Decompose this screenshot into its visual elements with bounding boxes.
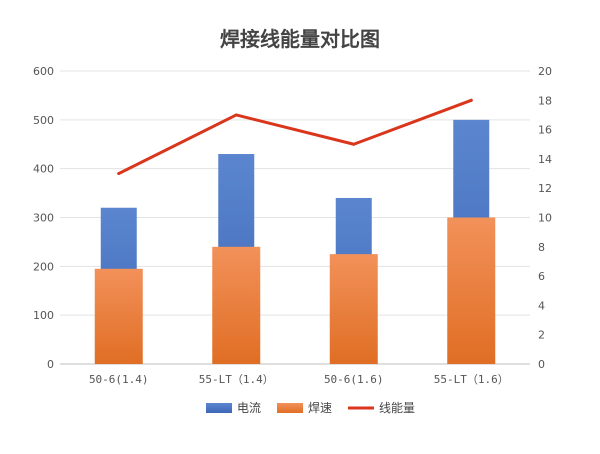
bar-weld-speed: [329, 254, 378, 364]
right-tick-label: 4: [538, 299, 545, 312]
category-label: 50-6(1.4): [89, 373, 149, 386]
category-label: 55-LT（1.6）: [434, 373, 509, 386]
legend-label: 线能量: [379, 401, 415, 415]
right-tick-label: 0: [538, 358, 545, 371]
bar-weld-speed: [447, 217, 496, 364]
right-tick-label: 20: [538, 65, 552, 78]
right-y-axis: 0 2 4 6 8 10 12 14 16 18 20: [538, 65, 552, 371]
x-axis-categories: 50-6(1.4) 55-LT（1.4） 50-6(1.6) 55-LT（1.6）: [89, 373, 509, 386]
bar-weld-speed: [212, 246, 261, 364]
category-label: 55-LT（1.4）: [199, 373, 274, 386]
left-tick-label: 300: [33, 212, 54, 225]
right-tick-label: 8: [538, 241, 545, 254]
right-tick-label: 10: [538, 212, 552, 225]
legend-label: 焊速: [308, 400, 332, 415]
right-tick-label: 2: [538, 329, 545, 342]
right-tick-label: 12: [538, 182, 552, 195]
bars: [94, 119, 496, 364]
left-tick-label: 500: [33, 114, 54, 127]
right-tick-label: 6: [538, 270, 545, 283]
line-point: [234, 113, 238, 117]
legend-swatch: [206, 403, 232, 413]
left-tick-label: 200: [33, 260, 54, 273]
line-heat-input: [117, 98, 473, 176]
left-tick-label: 100: [33, 309, 54, 322]
legend-label: 电流: [237, 401, 261, 415]
legend: 电流 焊速 线能量: [206, 400, 415, 415]
bar-weld-speed: [94, 268, 143, 364]
legend-swatch: [277, 403, 303, 413]
line-point: [352, 142, 356, 146]
line-point: [117, 172, 121, 176]
line-point: [469, 98, 473, 102]
left-tick-label: 400: [33, 163, 54, 176]
left-tick-label: 0: [47, 358, 54, 371]
left-tick-label: 600: [33, 65, 54, 78]
right-tick-label: 14: [538, 153, 552, 166]
right-tick-label: 18: [538, 94, 552, 107]
right-tick-label: 16: [538, 124, 552, 137]
category-label: 50-6(1.6): [324, 373, 384, 386]
left-y-axis: 0 100 200 300 400 500 600: [33, 65, 54, 371]
chart-title: 焊接线能量对比图: [220, 27, 380, 51]
line-series: [117, 98, 473, 176]
